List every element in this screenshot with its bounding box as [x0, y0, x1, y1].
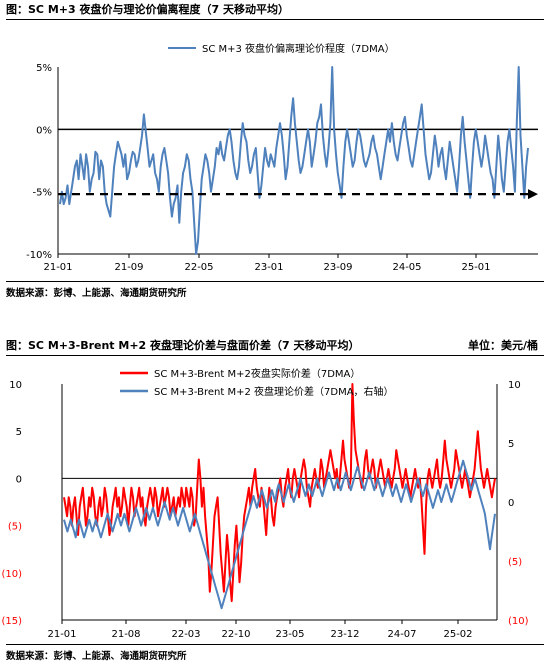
chart2-right-tick-label: 10: [508, 380, 521, 391]
chart2-plot: 10 5 0 (5) (10) (15) 10 5 0 (5) (10) 21-01 21-08 22-0…: [1, 367, 529, 640]
chart2-series-actual-spread: [63, 383, 496, 603]
chart2-right-tick-label: (10): [508, 616, 529, 627]
chart2-left-tick-label: (15): [1, 616, 22, 627]
chart2-series-theoretical-spread: [63, 459, 496, 610]
chart2-left-tick-label: (10): [1, 569, 22, 580]
chart1-x-tick-label: 23-01: [254, 262, 283, 273]
chart1-y-tick-label: 0%: [36, 125, 52, 136]
chart2-title-text: 图：SC M+3-Brent M+2 夜盘理论价差与盘面价差（7 天移动平均）: [6, 339, 360, 352]
chart2-unit: 单位：美元/桶: [467, 339, 538, 352]
chart1-source-text: 数据来源：彭博、上能源、海通期货研究所: [6, 288, 187, 299]
chart2-legend-label-actual: SC M+3-Brent M+2夜盘实际价差（7DMA）: [154, 367, 360, 380]
chart1-x-tick-label: 24-05: [392, 262, 421, 273]
chart2-source-text: 数据来源：彭博、上能源、海通期货研究所: [6, 651, 187, 662]
chart2-left-tick-label: 10: [9, 380, 22, 391]
chart1-x-tick-label: 21-01: [43, 262, 72, 273]
chart1-legend-label: SC M+3 夜盘价偏离理论价程度（7DMA）: [202, 42, 395, 55]
chart1-x-tick-label: 23-09: [323, 262, 352, 273]
chart2-source: 数据来源：彭博、上能源、海通期货研究所: [6, 644, 544, 662]
chart2-legend-label-theoretical: SC M+3-Brent M+2 夜盘理论价差（7DMA，右轴）: [154, 385, 394, 398]
chart2-left-tick-label: 5: [16, 427, 22, 438]
chart1-plot: 5% 0% -5% -10%21-01 21-09 22-05 23-01 23-09 24-0…: [26, 42, 538, 273]
chart2-x-tick-label: 22-03: [171, 629, 200, 640]
chart1-y-tick-label: 5%: [36, 63, 52, 74]
chart1-title-text: 图：SC M+3 夜盘价与理论价偏离程度（7 天移动平均）: [6, 3, 289, 16]
chart2-right-tick-label: (5): [508, 557, 522, 568]
chart2-right-tick-label: 5: [508, 439, 514, 450]
chart1-x-tick-label: 21-09: [114, 262, 143, 273]
chart1-series-line: [59, 66, 529, 255]
chart1-threshold-arrow: [528, 189, 538, 200]
chart1-x-tick-label: 25-01: [461, 262, 490, 273]
chart2-left-tick-label: 0: [16, 474, 22, 485]
chart1-y-tick-label: -5%: [33, 188, 52, 199]
chart2-left-tick-label: (5): [8, 522, 22, 533]
chart2-x-tick-label: 24-07: [387, 629, 416, 640]
chart2-right-tick-label: 0: [508, 498, 514, 509]
chart1-title: 图：SC M+3 夜盘价与理论价偏离程度（7 天移动平均）: [6, 0, 544, 20]
chart2-x-tick-label: 23-05: [275, 629, 304, 640]
chart1-x-tick-label: 22-05: [184, 262, 213, 273]
chart1-y-tick-label: -10%: [26, 250, 52, 261]
chart2-x-tick-label: 23-12: [330, 629, 359, 640]
chart2-x-tick-label: 25-02: [443, 629, 472, 640]
chart2-x-tick-label: 22-10: [221, 629, 250, 640]
chart2-x-tick-label: 21-08: [111, 629, 140, 640]
chart1-source: 数据来源：彭博、上能源、海通期货研究所: [6, 281, 544, 299]
chart2-title: 图：SC M+3-Brent M+2 夜盘理论价差与盘面价差（7 天移动平均） …: [6, 336, 544, 356]
chart2-x-tick-label: 21-01: [47, 629, 76, 640]
